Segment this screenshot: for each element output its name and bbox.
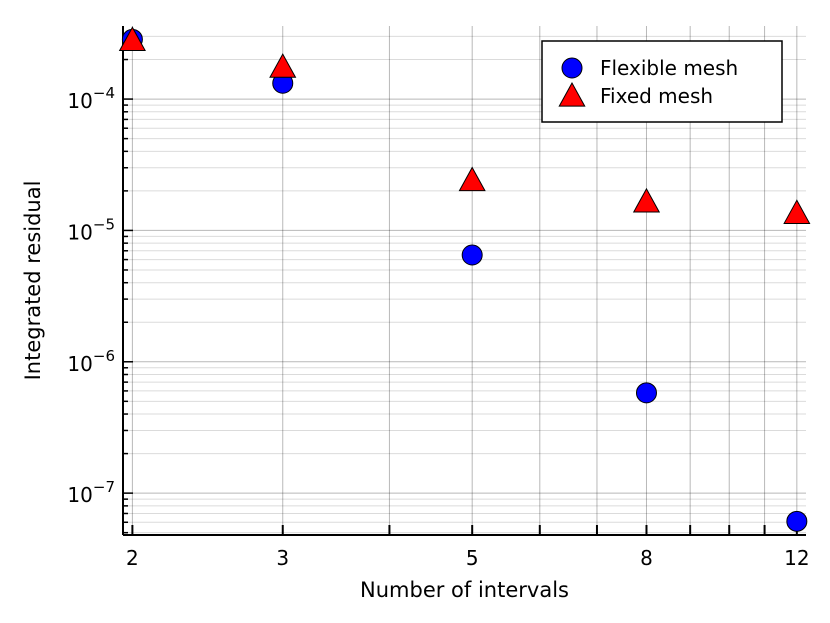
y-tick-label: 10−5 bbox=[67, 215, 115, 244]
data-points bbox=[118, 26, 811, 532]
y-axis-title: Integrated residual bbox=[21, 181, 45, 381]
flexible-mesh-point bbox=[786, 510, 808, 532]
legend-entry: Flexible mesh bbox=[561, 56, 738, 80]
legend-entry: Fixed mesh bbox=[558, 81, 713, 108]
fixed-mesh-point bbox=[632, 187, 661, 213]
legend-label: Fixed mesh bbox=[600, 84, 713, 108]
legend-label: Flexible mesh bbox=[600, 56, 738, 80]
ticks: 2 3 5 8 12 10−7 10−6 10−5 10−4 bbox=[67, 35, 810, 570]
flexible-mesh-point bbox=[461, 244, 483, 266]
legend-box bbox=[541, 40, 783, 123]
y-tick-label: 10−6 bbox=[67, 347, 115, 376]
legend-triangle-marker bbox=[558, 81, 586, 107]
fixed-mesh-point bbox=[458, 166, 486, 192]
fixed-mesh-point bbox=[269, 53, 297, 78]
x-axis-title: Number of intervals bbox=[360, 578, 569, 602]
x-tick-label: 3 bbox=[276, 546, 289, 570]
axes bbox=[122, 26, 806, 536]
fixed-mesh-point bbox=[783, 199, 811, 224]
flexible-mesh-point bbox=[635, 382, 657, 404]
x-tick-label: 8 bbox=[640, 546, 653, 570]
x-tick-label: 2 bbox=[126, 546, 139, 570]
y-tick-label: 10−7 bbox=[67, 478, 115, 507]
y-tick-label: 10−4 bbox=[67, 84, 115, 113]
x-tick-label: 12 bbox=[784, 546, 809, 570]
legend: Flexible mesh Fixed mesh bbox=[541, 40, 783, 123]
legend-circle-marker bbox=[561, 57, 583, 79]
x-tick-label: 5 bbox=[466, 546, 479, 570]
fixed-mesh-point bbox=[118, 26, 146, 51]
